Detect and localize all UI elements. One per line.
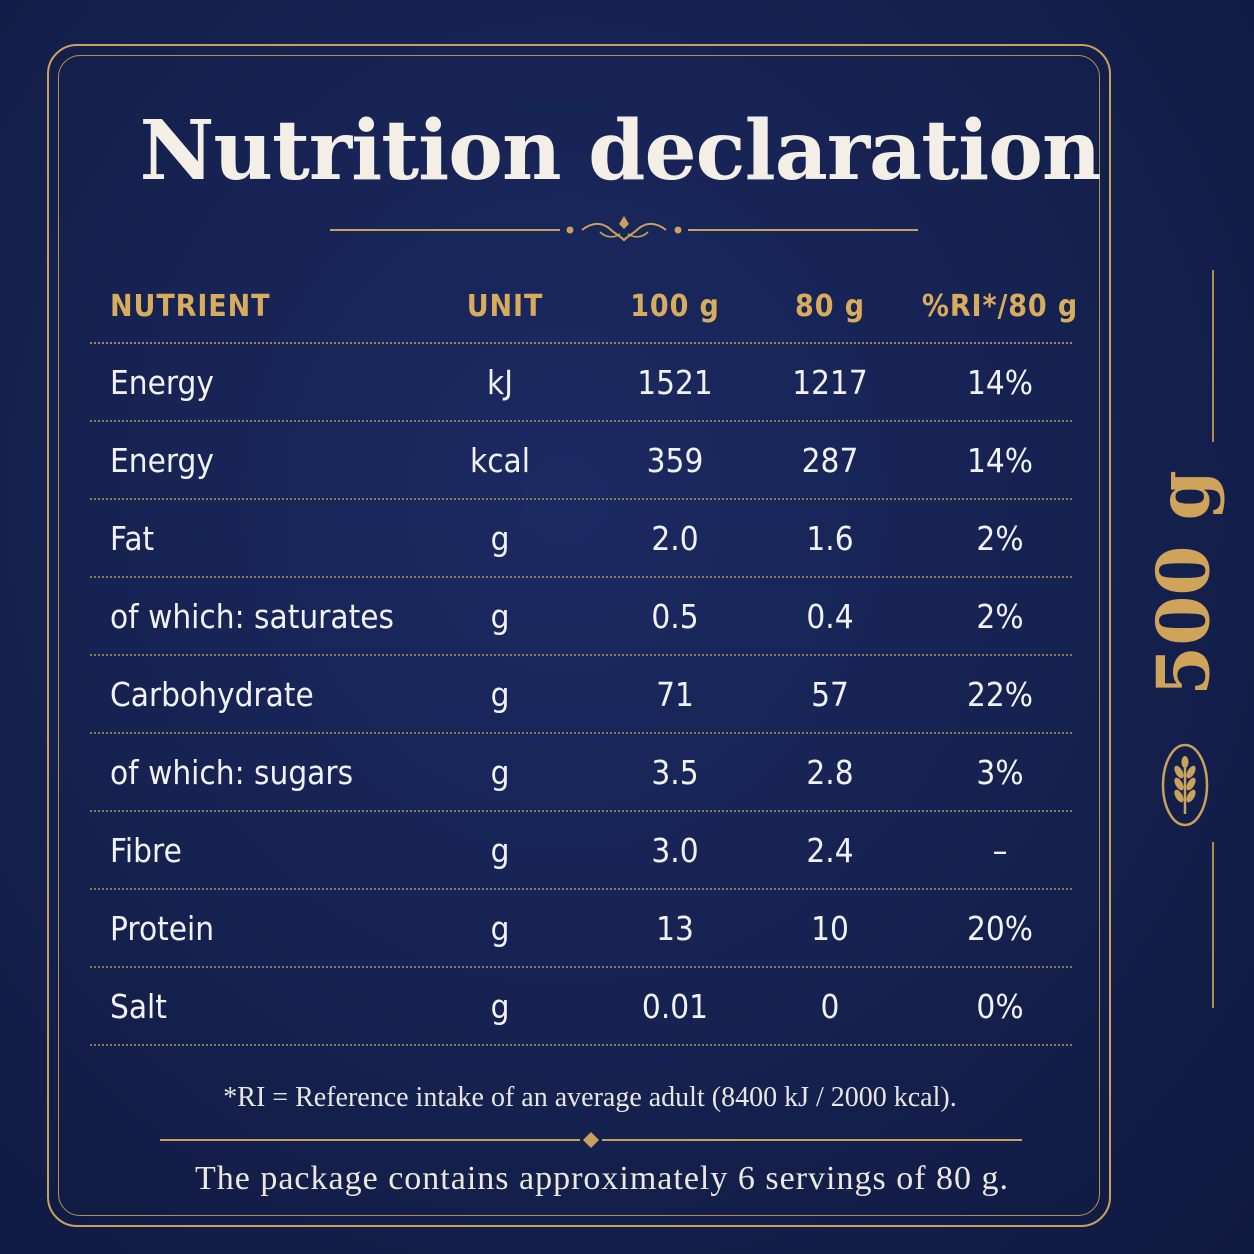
value-per-100g: 3.0 [651, 830, 699, 870]
value-per-100g: 0.01 [641, 986, 709, 1026]
table-row: Fat g 2.0 1.6 2% [90, 500, 1072, 578]
table-row: of which: sugars g 3.5 2.8 3% [90, 734, 1072, 812]
value-per-80g: 0.4 [806, 596, 854, 636]
nutrient-name: Fat [110, 518, 155, 558]
nutrient-name: Energy [110, 440, 214, 480]
value-ri-percent: 14% [966, 362, 1034, 402]
header-unit: UNIT [466, 288, 544, 324]
value-ri-percent: 22% [966, 674, 1034, 714]
header-per-100g: 100 g [630, 288, 720, 324]
nutrient-name: Salt [110, 986, 167, 1026]
divider-diamond-icon [160, 1132, 1022, 1148]
value-per-100g: 13 [656, 908, 694, 948]
value-per-100g: 71 [656, 674, 694, 714]
value-per-80g: 2.4 [806, 830, 854, 870]
table-row: Energy kcal 359 287 14% [90, 422, 1072, 500]
value-ri-percent: 0% [976, 986, 1024, 1026]
table-row: Salt g 0.01 0 0% [90, 968, 1072, 1046]
side-rule-bottom [1212, 842, 1214, 1008]
nutrition-table: NUTRIENT UNIT 100 g 80 g %RI*/80 g Energ… [90, 270, 1077, 1046]
nutrient-unit: g [490, 674, 510, 714]
value-ri-percent: 14% [966, 440, 1034, 480]
wheat-icon [1161, 743, 1209, 827]
nutrient-unit: g [490, 986, 510, 1026]
servings-note: The package contains approximately 6 ser… [194, 1160, 1010, 1197]
nutrient-name: Energy [110, 362, 214, 402]
ri-footnote: *RI = Reference intake of an average adu… [223, 1082, 957, 1113]
nutrient-unit: g [490, 830, 510, 870]
value-ri-percent: 20% [966, 908, 1034, 948]
flourish-ornament-icon [330, 216, 918, 242]
net-weight-label: 500 g [1140, 470, 1226, 696]
table-row: Energy kJ 1521 1217 14% [90, 344, 1072, 422]
side-rule-top [1212, 270, 1214, 442]
value-per-100g: 0.5 [651, 596, 699, 636]
nutrient-unit: g [490, 752, 510, 792]
nutrient-unit: kcal [470, 440, 530, 480]
header-per-80g: 80 g [795, 288, 865, 324]
value-per-100g: 359 [646, 440, 704, 480]
inner-gold-frame [58, 55, 1100, 1216]
value-ri-percent: 2% [976, 518, 1024, 558]
table-row: Protein g 13 10 20% [90, 890, 1072, 968]
header-nutrient: NUTRIENT [110, 288, 271, 324]
value-per-80g: 287 [801, 440, 859, 480]
value-per-80g: 0 [820, 986, 840, 1026]
nutrient-unit: g [490, 596, 510, 636]
nutrient-unit: g [490, 518, 510, 558]
page-title: Nutrition declaration [139, 103, 1101, 199]
value-per-80g: 57 [811, 674, 849, 714]
value-ri-percent: – [992, 830, 1008, 870]
value-ri-percent: 3% [976, 752, 1024, 792]
header-ri-percent: %RI*/80 g [921, 288, 1079, 324]
value-per-80g: 2.8 [806, 752, 854, 792]
value-per-80g: 1.6 [806, 518, 854, 558]
nutrient-unit: kJ [487, 362, 513, 402]
value-per-80g: 1217 [792, 362, 868, 402]
outer-gold-frame [47, 44, 1111, 1227]
value-per-100g: 3.5 [651, 752, 699, 792]
nutrient-name: of which: sugars [110, 752, 354, 792]
table-row: Fibre g 3.0 2.4 – [90, 812, 1072, 890]
value-per-80g: 10 [811, 908, 849, 948]
nutrient-unit: g [490, 908, 510, 948]
nutrient-name: of which: saturates [110, 596, 394, 636]
value-per-100g: 2.0 [651, 518, 699, 558]
value-per-100g: 1521 [637, 362, 713, 402]
table-row: of which: saturates g 0.5 0.4 2% [90, 578, 1072, 656]
nutrient-name: Carbohydrate [110, 674, 314, 714]
nutrient-name: Fibre [110, 830, 182, 870]
value-ri-percent: 2% [976, 596, 1024, 636]
table-row: Carbohydrate g 71 57 22% [90, 656, 1072, 734]
nutrient-name: Protein [110, 908, 215, 948]
table-header-row: NUTRIENT UNIT 100 g 80 g %RI*/80 g [90, 270, 1077, 344]
